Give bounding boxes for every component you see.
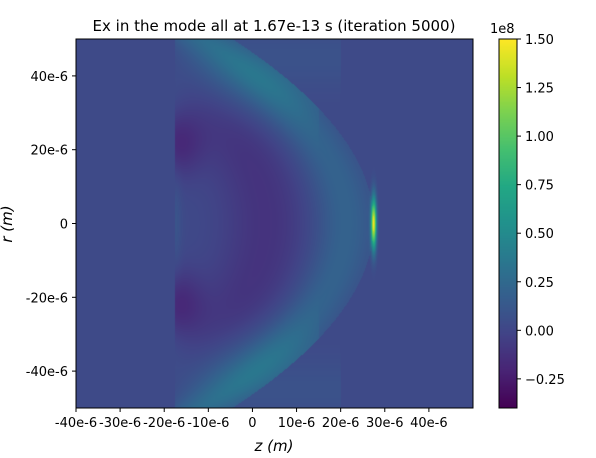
colorbar-gradient: [499, 39, 517, 408]
y-tick-label: -20e-6: [26, 291, 68, 306]
colorbar-tick-label: −0.25: [525, 373, 565, 388]
x-axis-label: z (m): [254, 437, 294, 455]
y-tick-label: -40e-6: [26, 365, 68, 380]
x-tick-label: 20e-6: [322, 416, 360, 431]
colorbar-ticks: 1.50 1.25 1.00 0.75 0.50 0.25 0.00 −0.25: [517, 33, 565, 388]
colorbar-tick-label: 1.25: [525, 82, 554, 97]
x-axis-ticks: -40e-6 -30e-6 -20e-6 -10e-6 0 10e-6 20e-6 30e-6…: [55, 408, 448, 431]
colorbar-tick-label: 0.75: [525, 179, 554, 194]
y-axis-ticks: 40e-6 20e-6 0 -20e-6 -40e-6: [26, 70, 76, 380]
x-tick-label: 10e-6: [278, 416, 316, 431]
colorbar-frame: [498, 38, 518, 409]
heatmap-image: [76, 39, 473, 408]
x-tick-label: -10e-6: [187, 416, 229, 431]
x-tick-label: 0: [248, 416, 256, 431]
x-tick-label: -40e-6: [55, 416, 97, 431]
colorbar-tick-label: 1.00: [525, 130, 554, 145]
colorbar-multiplier: 1e8: [490, 22, 515, 37]
colorbar-tick-label: 0.25: [525, 276, 554, 291]
x-tick-label: -20e-6: [143, 416, 185, 431]
y-axis-label: r (m): [0, 205, 16, 242]
colorbar-tick-label: 0.50: [525, 227, 554, 242]
colorbar-tick-label: 0.00: [525, 324, 554, 339]
colorbar-tick-label: 1.50: [525, 33, 554, 48]
x-tick-label: 30e-6: [366, 416, 404, 431]
chart-title: Ex in the mode all at 1.67e-13 s (iterat…: [93, 17, 456, 35]
y-tick-label: 20e-6: [30, 144, 68, 159]
x-tick-label: -30e-6: [99, 416, 141, 431]
y-tick-label: 0: [60, 218, 68, 233]
x-tick-label: 40e-6: [410, 416, 448, 431]
y-tick-label: 40e-6: [30, 70, 68, 85]
